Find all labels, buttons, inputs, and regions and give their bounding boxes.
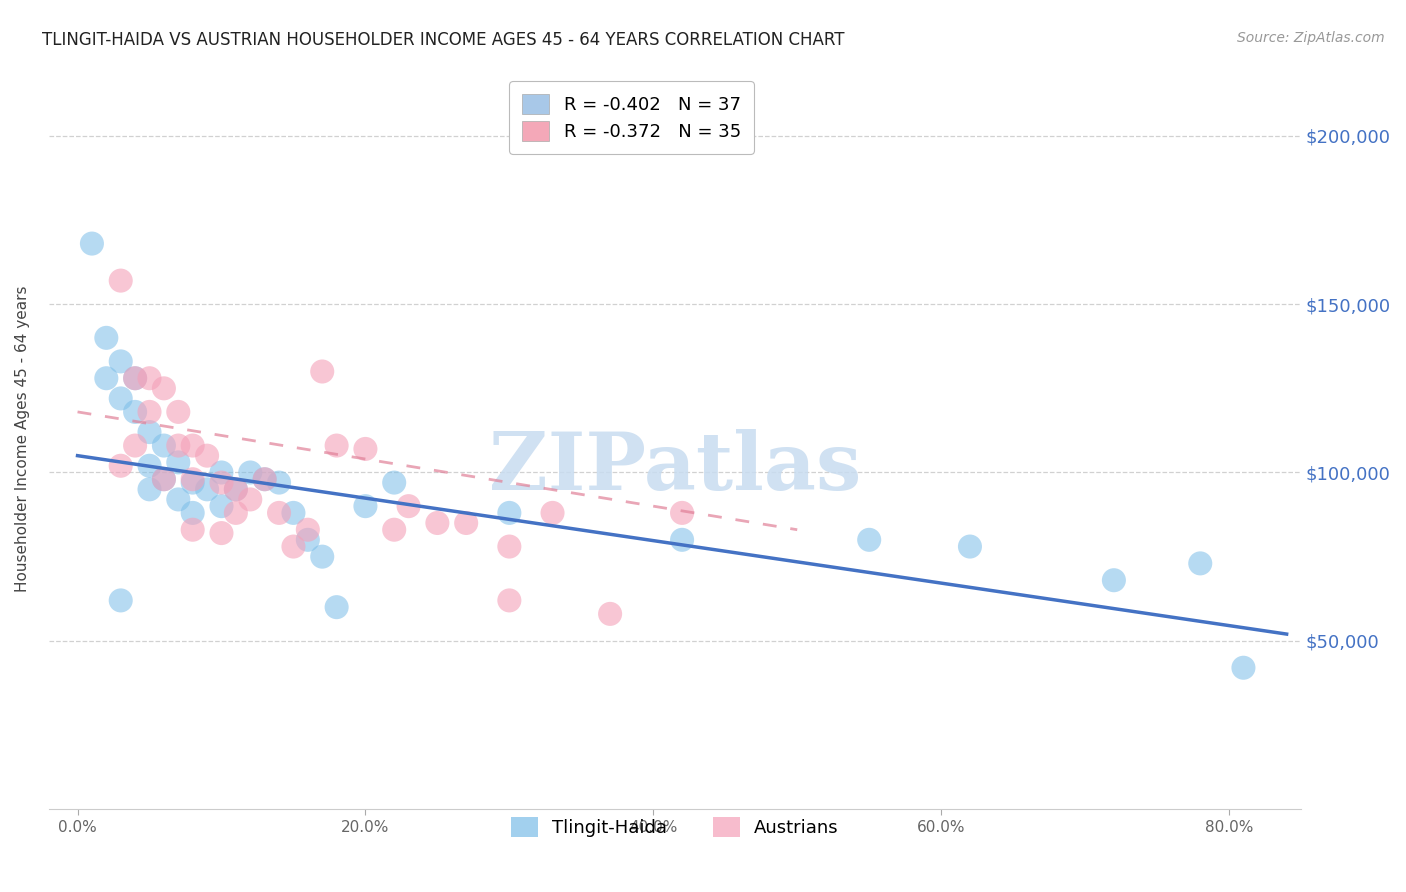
- Point: [283, 506, 305, 520]
- Point: [225, 483, 247, 497]
- Point: [181, 439, 204, 453]
- Point: [195, 449, 218, 463]
- Point: [599, 607, 621, 621]
- Point: [1232, 661, 1254, 675]
- Point: [124, 371, 146, 385]
- Point: [124, 439, 146, 453]
- Point: [96, 331, 118, 345]
- Point: [671, 533, 693, 547]
- Point: [138, 458, 160, 473]
- Point: [297, 533, 319, 547]
- Legend: Tlingit-Haida, Austrians: Tlingit-Haida, Austrians: [503, 810, 846, 845]
- Point: [124, 405, 146, 419]
- Point: [456, 516, 478, 530]
- Point: [498, 540, 520, 554]
- Point: [181, 506, 204, 520]
- Point: [426, 516, 449, 530]
- Point: [181, 475, 204, 490]
- Point: [325, 439, 347, 453]
- Point: [382, 523, 405, 537]
- Point: [110, 593, 132, 607]
- Point: [138, 483, 160, 497]
- Point: [541, 506, 564, 520]
- Point: [498, 506, 520, 520]
- Point: [138, 425, 160, 439]
- Text: TLINGIT-HAIDA VS AUSTRIAN HOUSEHOLDER INCOME AGES 45 - 64 YEARS CORRELATION CHAR: TLINGIT-HAIDA VS AUSTRIAN HOUSEHOLDER IN…: [42, 31, 845, 49]
- Point: [211, 526, 233, 541]
- Y-axis label: Householder Income Ages 45 - 64 years: Householder Income Ages 45 - 64 years: [15, 285, 30, 592]
- Point: [311, 549, 333, 564]
- Text: ZIPatlas: ZIPatlas: [489, 429, 860, 508]
- Point: [138, 405, 160, 419]
- Point: [167, 455, 190, 469]
- Point: [1102, 573, 1125, 587]
- Point: [110, 274, 132, 288]
- Point: [153, 472, 176, 486]
- Point: [253, 472, 276, 486]
- Point: [181, 523, 204, 537]
- Point: [253, 472, 276, 486]
- Point: [167, 439, 190, 453]
- Point: [110, 354, 132, 368]
- Point: [858, 533, 880, 547]
- Point: [211, 466, 233, 480]
- Point: [267, 475, 290, 490]
- Point: [211, 475, 233, 490]
- Point: [181, 472, 204, 486]
- Point: [1189, 557, 1212, 571]
- Point: [671, 506, 693, 520]
- Point: [110, 458, 132, 473]
- Point: [239, 466, 262, 480]
- Point: [959, 540, 981, 554]
- Point: [195, 483, 218, 497]
- Point: [167, 492, 190, 507]
- Point: [80, 236, 103, 251]
- Point: [398, 499, 420, 513]
- Point: [167, 405, 190, 419]
- Point: [297, 523, 319, 537]
- Point: [124, 371, 146, 385]
- Point: [153, 472, 176, 486]
- Point: [498, 593, 520, 607]
- Point: [225, 506, 247, 520]
- Point: [138, 371, 160, 385]
- Point: [325, 600, 347, 615]
- Point: [96, 371, 118, 385]
- Text: Source: ZipAtlas.com: Source: ZipAtlas.com: [1237, 31, 1385, 45]
- Point: [153, 381, 176, 395]
- Point: [382, 475, 405, 490]
- Point: [110, 392, 132, 406]
- Point: [239, 492, 262, 507]
- Point: [153, 439, 176, 453]
- Point: [211, 499, 233, 513]
- Point: [225, 483, 247, 497]
- Point: [354, 442, 377, 456]
- Point: [311, 364, 333, 378]
- Point: [354, 499, 377, 513]
- Point: [267, 506, 290, 520]
- Point: [283, 540, 305, 554]
